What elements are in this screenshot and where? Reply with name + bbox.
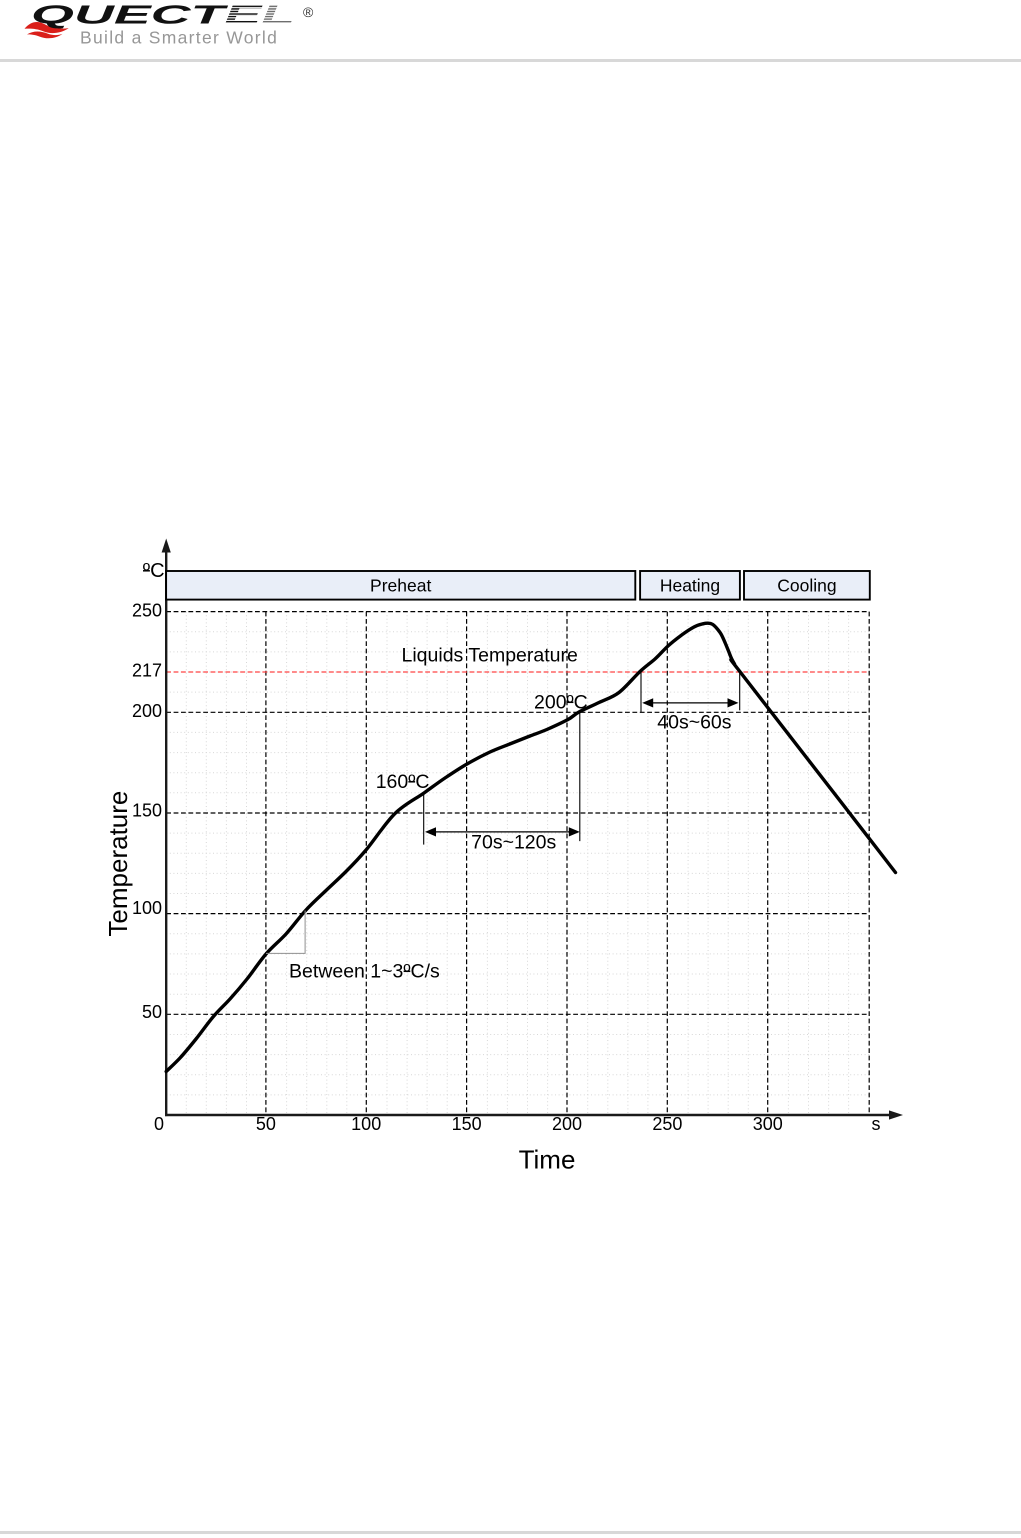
svg-text:70s~120s: 70s~120s [471,832,556,854]
svg-text:200: 200 [552,1114,582,1134]
svg-text:300: 300 [753,1114,783,1134]
svg-text:Preheat: Preheat [370,575,431,595]
svg-text:Build a Smarter World: Build a Smarter World [80,28,278,48]
svg-text:ºC: ºC [143,560,165,582]
svg-text:s: s [872,1114,881,1134]
svg-text:QUECT: QUECT [31,1,229,30]
svg-text:Liquids Temperature: Liquids Temperature [402,645,578,667]
svg-text:®: ® [303,4,314,20]
svg-text:40s~60s: 40s~60s [657,712,732,734]
svg-text:250: 250 [132,600,162,620]
svg-text:50: 50 [256,1114,276,1134]
svg-text:217: 217 [132,661,162,681]
svg-text:100: 100 [351,1114,381,1134]
svg-text:200: 200 [132,701,162,721]
svg-text:Temperature: Temperature [103,791,133,937]
svg-text:0: 0 [154,1114,164,1134]
svg-text:150: 150 [132,800,162,820]
svg-text:50: 50 [142,1002,162,1022]
svg-text:Time: Time [519,1145,576,1175]
svg-text:Heating: Heating [660,575,720,595]
svg-text:Between 1~3ºC/s: Between 1~3ºC/s [289,961,440,983]
svg-text:150: 150 [452,1114,482,1134]
svg-text:E: E [224,1,262,30]
svg-text:100: 100 [132,898,162,918]
svg-text:Cooling: Cooling [777,575,836,595]
svg-text:250: 250 [652,1114,682,1134]
svg-text:160ºC: 160ºC [376,771,430,793]
svg-text:L: L [261,1,295,30]
svg-text:200ºC: 200ºC [534,692,588,714]
